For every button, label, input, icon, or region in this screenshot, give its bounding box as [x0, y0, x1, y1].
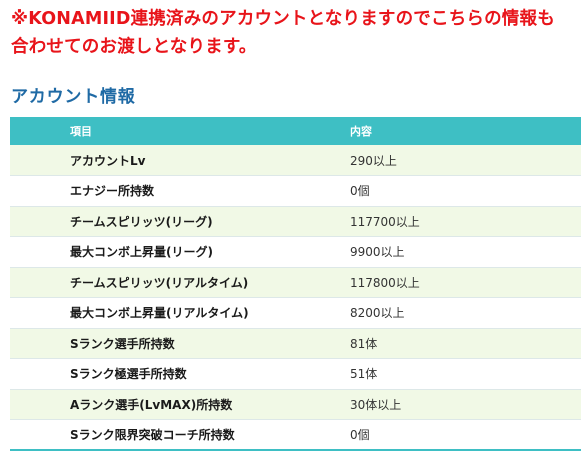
- row-label-cell: Sランク限界突破コーチ所持数: [10, 419, 350, 451]
- table-row: チームスピリッツ(リアルタイム) 117800以上: [10, 267, 581, 298]
- table-header-row: 項目 内容: [10, 117, 581, 145]
- row-label-cell: Sランク選手所持数: [10, 328, 350, 359]
- row-label-cell: エナジー所持数: [10, 175, 350, 207]
- row-label-cell: チームスピリッツ(リアルタイム): [10, 267, 350, 298]
- table-row: アカウントLv 290以上: [10, 145, 581, 176]
- row-label-cell: 最大コンボ上昇量(リーグ): [10, 236, 350, 268]
- row-value-cell: 9900以上: [350, 236, 581, 268]
- row-label-cell: チームスピリッツ(リーグ): [10, 206, 350, 237]
- table-row: Sランク選手所持数 81体: [10, 328, 581, 359]
- table-row: 最大コンボ上昇量(リアルタイム) 8200以上: [10, 297, 581, 329]
- header-value: 内容: [350, 125, 372, 138]
- table-row: エナジー所持数 0個: [10, 175, 581, 207]
- row-label: チームスピリッツ(リーグ): [70, 214, 213, 229]
- row-value: 290以上: [350, 153, 397, 168]
- row-value: 81体: [350, 336, 378, 351]
- row-label: Sランク限界突破コーチ所持数: [70, 428, 235, 442]
- row-label-cell: Sランク極選手所持数: [10, 358, 350, 390]
- row-label-cell: アカウントLv: [10, 145, 350, 176]
- row-value-cell: 0個: [350, 419, 581, 451]
- row-value: 117800以上: [350, 275, 420, 290]
- row-value-cell: 117700以上: [350, 206, 581, 237]
- row-value-cell: 290以上: [350, 145, 581, 176]
- row-value: 30体以上: [350, 397, 402, 412]
- notice-message: ※KONAMIID連携済みのアカウントとなりますのでこちらの情報も 合わせてのお…: [11, 5, 579, 61]
- row-label: Sランク極選手所持数: [70, 367, 187, 382]
- row-label: チームスピリッツ(リアルタイム): [70, 275, 249, 290]
- row-value: 9900以上: [350, 245, 405, 260]
- section-title: アカウント情報: [11, 87, 136, 107]
- row-label: エナジー所持数: [70, 184, 155, 199]
- row-value-cell: 117800以上: [350, 267, 581, 298]
- row-value: 8200以上: [350, 306, 405, 321]
- row-value-cell: 81体: [350, 328, 581, 359]
- row-label: Sランク選手所持数: [70, 336, 175, 351]
- row-label-cell: Aランク選手(LvMAX)所持数: [10, 389, 350, 420]
- table-row: Sランク極選手所持数 51体: [10, 358, 581, 390]
- row-value: 0個: [350, 184, 370, 199]
- row-label: アカウントLv: [70, 153, 146, 168]
- header-item: 項目: [70, 125, 92, 138]
- table-body: アカウントLv 290以上 エナジー所持数 0個 チームスピリッツ(リーグ) 117700…: [10, 145, 581, 451]
- notice-line-2: 合わせてのお渡しとなります。: [11, 37, 257, 57]
- row-value-cell: 0個: [350, 175, 581, 207]
- account-info-table: 項目 内容 アカウントLv 290以上 エナジー所持数 0個 チームスピリッツ(リーグ)…: [10, 117, 581, 451]
- notice-line-1: ※KONAMIID連携済みのアカウントとなりますのでこちらの情報も: [11, 9, 555, 29]
- row-label: 最大コンボ上昇量(リアルタイム): [70, 306, 249, 321]
- table-row: チームスピリッツ(リーグ) 117700以上: [10, 206, 581, 237]
- table-row: Sランク限界突破コーチ所持数 0個: [10, 419, 581, 451]
- row-label-cell: 最大コンボ上昇量(リアルタイム): [10, 297, 350, 329]
- row-value: 51体: [350, 367, 378, 382]
- row-value-cell: 8200以上: [350, 297, 581, 329]
- row-value: 0個: [350, 428, 370, 442]
- row-label: Aランク選手(LvMAX)所持数: [70, 397, 233, 412]
- row-value-cell: 51体: [350, 358, 581, 390]
- row-value-cell: 30体以上: [350, 389, 581, 420]
- row-label: 最大コンボ上昇量(リーグ): [70, 245, 213, 260]
- table-row: 最大コンボ上昇量(リーグ) 9900以上: [10, 236, 581, 268]
- table-row: Aランク選手(LvMAX)所持数 30体以上: [10, 389, 581, 420]
- row-value: 117700以上: [350, 214, 420, 229]
